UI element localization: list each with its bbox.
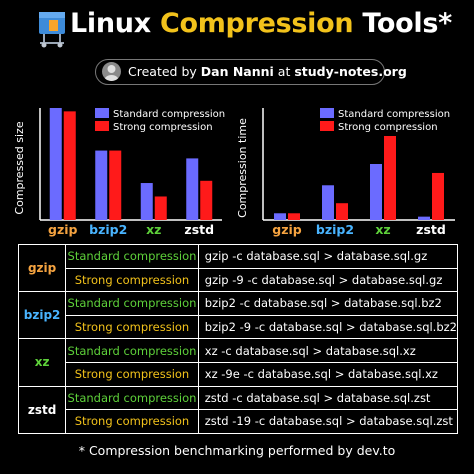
chart2-bar-gzip-standard (274, 213, 286, 220)
credit-text: Created by Dan Nanni at study-notes.org (128, 64, 407, 79)
chart2-bar-gzip-strong (288, 213, 300, 220)
chart2-tick-label-gzip: gzip (272, 222, 302, 237)
chart1-legend-swatch-standard (95, 108, 109, 118)
tool-name-zstd: zstd (17, 385, 67, 434)
credit-site: study-notes.org (294, 64, 407, 79)
chart2-legend-label-strong: Strong compression (338, 122, 438, 133)
credit-prefix: Created by (128, 64, 197, 79)
chart1-tick-label-bzip2: bzip2 (89, 222, 127, 237)
compression-level: Strong compression (65, 314, 199, 340)
chart1-bar-zstd-standard (186, 158, 199, 220)
chart1-bar-xz-standard (140, 183, 153, 220)
table-row: xz Standard compression xz -c database.sql… (17, 338, 459, 387)
compression-level: Strong compression (65, 409, 199, 434)
charts: Compressed size gzip bzip2 xz zstd Standard c… (13, 108, 455, 237)
chart2-legend-label-standard: Standard compression (338, 109, 450, 120)
compression-level: Strong compression (65, 267, 199, 293)
credit-middle: at (277, 64, 291, 79)
command-text: bzip2 -9 -c database.sql > database.sql.… (197, 314, 459, 340)
command-table: gzip Standard compression gzip -c database… (17, 243, 459, 434)
title-suffix: Tools* (362, 8, 452, 39)
tool-name-xz: xz (17, 338, 67, 387)
chart1-bar-bzip2-standard (95, 150, 108, 220)
chart2-tick-label-bzip2: bzip2 (316, 222, 354, 237)
chart2-bar-bzip2-standard (322, 185, 334, 220)
command-text: zstd -19 -c database.sql > database.sql.… (197, 409, 459, 434)
avatar (102, 62, 121, 81)
chart2-bar-zstd-strong (432, 172, 444, 220)
table-row: Strong compression gzip -9 -c database.sq… (19, 267, 459, 293)
chart1-legend-swatch-strong (95, 121, 109, 131)
chart2-bar-xz-standard (370, 164, 382, 220)
compression-level: Standard compression (65, 291, 199, 316)
chart2-bar-zstd-standard (418, 216, 430, 220)
credit-author: Dan Nanni (200, 64, 274, 79)
table-row: Strong compression bzip2 -9 -c database.s… (19, 314, 459, 340)
person-icon (104, 65, 119, 81)
page-title: Linux Compression Tools* (70, 8, 452, 39)
chart1-bar-gzip-standard (49, 108, 62, 220)
command-text: gzip -c database.sql > database.sql.gz (197, 244, 459, 269)
footnote: * Compression benchmarking performed by … (78, 443, 396, 458)
chart2-tick-label-xz: xz (375, 222, 390, 237)
tool-name-gzip: gzip (17, 243, 67, 293)
chart1-tick-label-zstd: zstd (184, 222, 214, 237)
chart1-tick-label-xz: xz (146, 222, 161, 237)
compression-level: Standard compression (65, 244, 199, 269)
title-highlight: Compression (159, 8, 354, 39)
chart1-bar-bzip2-strong (109, 150, 122, 220)
chart2-bar-xz-strong (384, 136, 396, 220)
command-text: xz -9e -c database.sql > database.sql.xz (197, 361, 459, 387)
chart2-legend-swatch-strong (320, 121, 334, 131)
table-row: bzip2 Standard compression bzip2 -c databa… (17, 291, 459, 340)
chart1-legend-label-strong: Strong compression (113, 122, 213, 133)
chart2-tick-label-zstd: zstd (416, 222, 446, 237)
chart2-bar-bzip2-strong (336, 203, 348, 220)
archive-box-icon (39, 12, 65, 48)
chart1-legend-label-standard: Standard compression (113, 109, 225, 120)
command-text: gzip -9 -c database.sql > database.sql.g… (197, 267, 459, 293)
compression-level: Strong compression (65, 361, 199, 387)
table-row: zstd Standard compression zstd -c database… (17, 385, 459, 434)
command-text: bzip2 -c database.sql > database.sql.bz2 (197, 291, 459, 316)
chart1-bar-xz-strong (154, 196, 167, 220)
chart2-legend-swatch-standard (320, 108, 334, 118)
compression-level: Standard compression (65, 385, 199, 411)
chart1-y-axis-label: Compressed size (13, 121, 26, 214)
chart1-bar-zstd-strong (200, 180, 213, 220)
chart1-tick-label-gzip: gzip (48, 222, 78, 237)
chart1-bar-gzip-strong (63, 111, 76, 220)
chart2-y-axis-label: Compression time (236, 118, 249, 218)
table-row: Strong compression zstd -19 -c database.s… (19, 409, 459, 434)
compression-level: Standard compression (65, 338, 199, 363)
command-text: zstd -c database.sql > database.sql.zst (197, 385, 459, 411)
title-prefix: Linux (70, 8, 151, 39)
tool-name-bzip2: bzip2 (17, 291, 67, 340)
command-text: xz -c database.sql > database.sql.xz (197, 338, 459, 363)
table-row: gzip Standard compression gzip -c database… (17, 243, 459, 293)
table-row: Strong compression xz -9e -c database.sql… (19, 361, 459, 387)
credit-badge: Created by Dan Nanni at study-notes.org (95, 59, 407, 85)
